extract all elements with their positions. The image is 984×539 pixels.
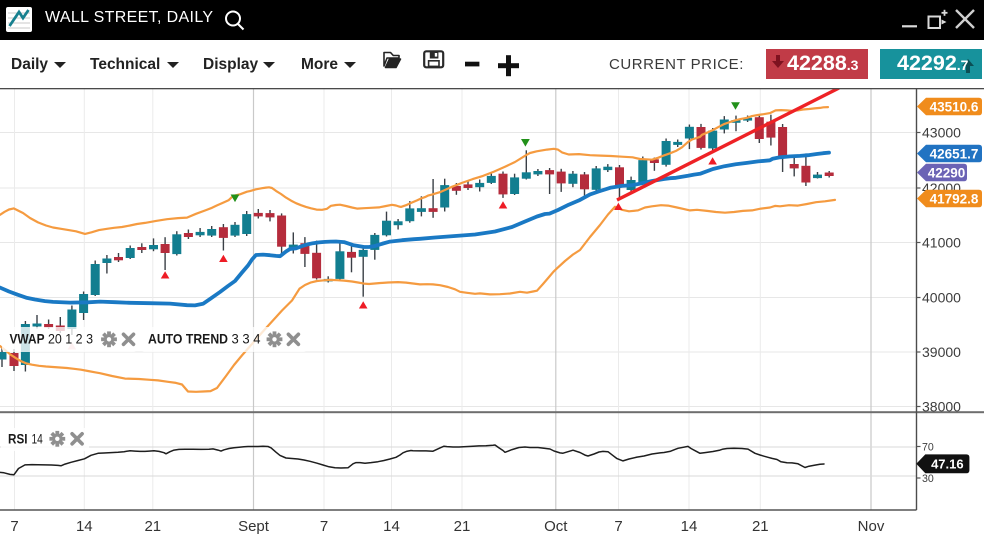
svg-text:AUTO TREND: AUTO TREND <box>148 331 228 347</box>
svg-text:39000: 39000 <box>922 344 961 360</box>
svg-text:7: 7 <box>320 518 328 535</box>
svg-text:7: 7 <box>10 518 18 535</box>
svg-text:14: 14 <box>681 518 698 535</box>
svg-text:14: 14 <box>76 518 93 535</box>
svg-text:Nov: Nov <box>858 518 885 535</box>
svg-text:40000: 40000 <box>922 290 961 306</box>
svg-text:3 3 4: 3 3 4 <box>232 331 261 347</box>
svg-text:21: 21 <box>454 518 471 535</box>
svg-text:Sept: Sept <box>238 518 270 535</box>
svg-text:41000: 41000 <box>922 235 961 251</box>
svg-text:43510.6: 43510.6 <box>930 99 979 114</box>
svg-text:20 1 2 3: 20 1 2 3 <box>48 331 93 347</box>
svg-text:RSI: RSI <box>8 431 28 447</box>
svg-text:42651.7: 42651.7 <box>930 146 979 161</box>
svg-text:14: 14 <box>32 431 43 447</box>
svg-text:30: 30 <box>922 473 934 485</box>
svg-text:42290: 42290 <box>928 165 966 180</box>
svg-text:47.16: 47.16 <box>931 457 964 472</box>
svg-text:38000: 38000 <box>922 399 961 415</box>
svg-text:70: 70 <box>922 442 934 454</box>
svg-text:VWAP: VWAP <box>10 331 45 347</box>
svg-text:7: 7 <box>614 518 622 535</box>
svg-text:21: 21 <box>752 518 769 535</box>
svg-text:43000: 43000 <box>922 125 961 141</box>
svg-text:21: 21 <box>144 518 161 535</box>
svg-text:14: 14 <box>383 518 400 535</box>
svg-text:41792.8: 41792.8 <box>930 191 979 206</box>
svg-text:Oct: Oct <box>544 518 568 535</box>
